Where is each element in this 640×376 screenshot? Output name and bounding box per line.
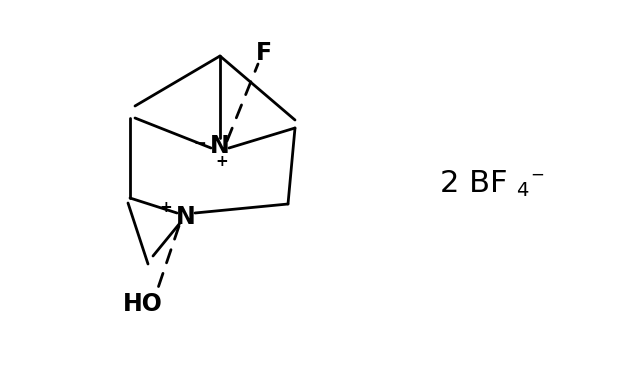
Text: 4: 4 <box>516 182 529 200</box>
Text: −: − <box>194 136 206 152</box>
Text: +: + <box>216 153 228 168</box>
Text: 2 BF: 2 BF <box>440 170 508 199</box>
Text: F: F <box>256 41 272 65</box>
Text: −: − <box>530 166 544 184</box>
Text: N: N <box>176 205 196 229</box>
Text: N: N <box>210 134 230 158</box>
Text: +: + <box>159 200 172 215</box>
Text: HO: HO <box>123 292 163 316</box>
